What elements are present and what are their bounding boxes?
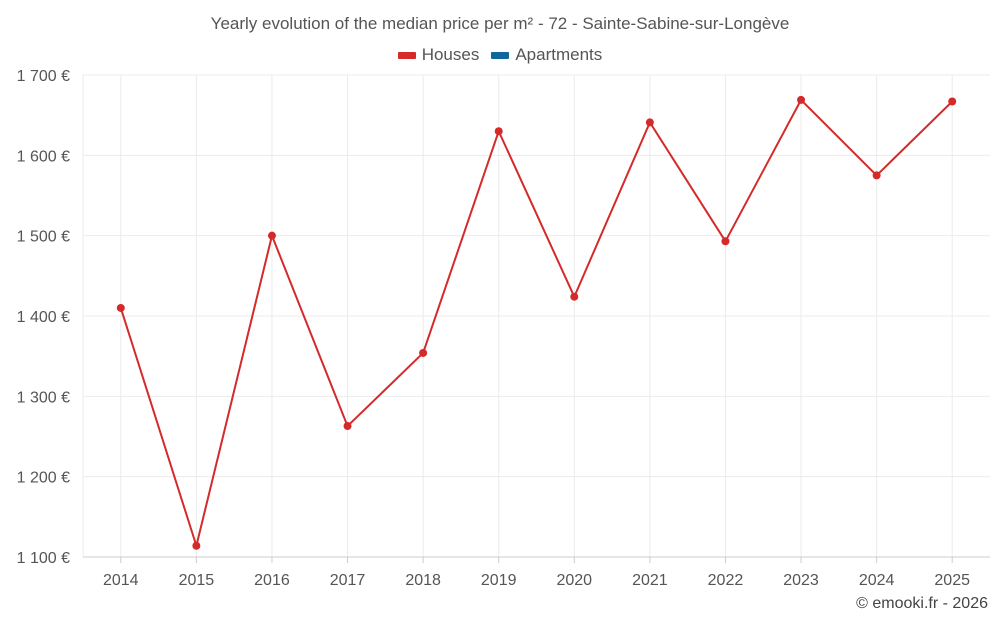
y-tick-label: 1 300 € — [17, 389, 70, 406]
legend-item-apartments[interactable]: Apartments — [491, 45, 602, 65]
x-tick-label: 2014 — [103, 572, 139, 589]
data-point-houses[interactable] — [797, 95, 806, 104]
x-tick-label: 2020 — [556, 572, 592, 589]
x-tick-label: 2018 — [405, 572, 441, 589]
y-tick-label: 1 600 € — [17, 148, 70, 165]
x-tick-label: 2025 — [934, 572, 970, 589]
y-tick-label: 1 500 € — [17, 229, 70, 246]
data-point-houses[interactable] — [948, 97, 957, 106]
x-tick-label: 2017 — [330, 572, 366, 589]
legend-swatch-houses — [397, 51, 416, 59]
x-tick-label: 2021 — [632, 572, 668, 589]
data-point-houses[interactable] — [192, 541, 201, 550]
legend-label-apartments: Apartments — [515, 45, 603, 64]
data-point-houses[interactable] — [267, 231, 276, 240]
data-point-houses[interactable] — [570, 292, 579, 301]
y-tick-label: 1 700 € — [17, 68, 70, 85]
chart-title: Yearly evolution of the median price per… — [210, 14, 790, 33]
x-tick-label: 2016 — [254, 572, 290, 589]
x-tick-label: 2019 — [481, 572, 517, 589]
data-point-houses[interactable] — [116, 303, 125, 312]
x-tick-label: 2022 — [708, 572, 744, 589]
legend-swatch-apartments — [491, 51, 510, 59]
y-tick-label: 1 200 € — [17, 470, 70, 487]
y-tick-label: 1 100 € — [17, 550, 70, 567]
series-line-houses — [119, 98, 953, 547]
data-point-houses[interactable] — [872, 171, 881, 180]
data-point-houses[interactable] — [721, 237, 730, 246]
legend-item-houses[interactable]: Houses — [397, 45, 480, 65]
y-tick-label: 1 400 € — [17, 309, 70, 326]
data-point-houses[interactable] — [645, 118, 654, 127]
credit-text: © emooki.fr - 2026 — [856, 595, 988, 612]
data-point-houses[interactable] — [494, 127, 503, 136]
x-tick-label: 2015 — [179, 572, 215, 589]
data-point-houses[interactable] — [419, 348, 428, 357]
legend: Houses Apartments — [0, 45, 1000, 65]
x-tick-label: 2023 — [783, 572, 819, 589]
legend-label-houses: Houses — [421, 45, 480, 64]
x-tick-label: 2024 — [859, 572, 895, 589]
data-point-houses[interactable] — [343, 422, 352, 431]
